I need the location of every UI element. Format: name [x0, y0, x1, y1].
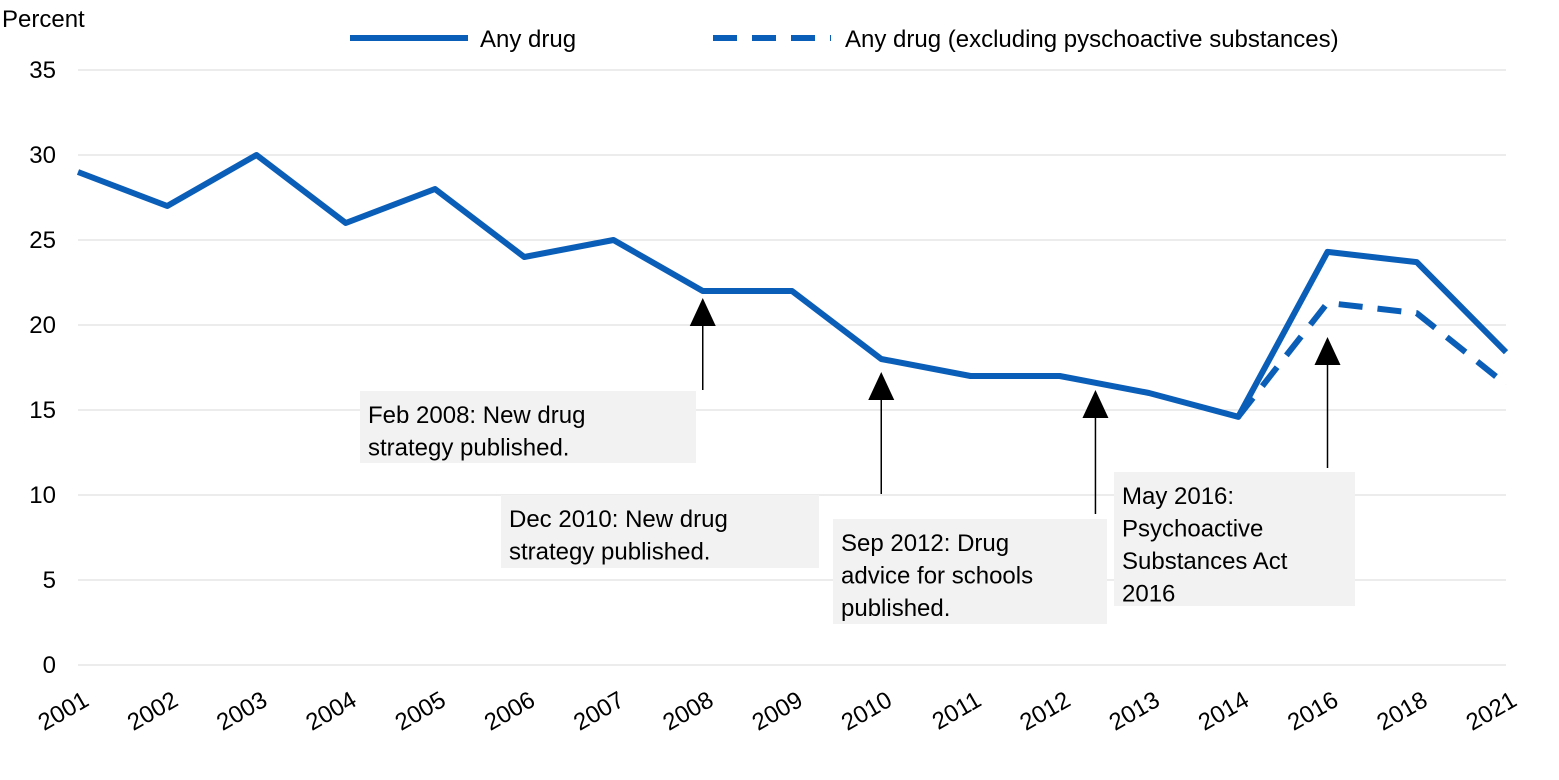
annotation-box — [833, 519, 1107, 624]
legend: Any drug Any drug (excluding pyschoactive… — [350, 26, 1339, 53]
annotation-text: 2016 — [1122, 581, 1175, 608]
annotation-arrowhead — [1082, 390, 1109, 418]
annotation-text: Feb 2008: New drug — [368, 402, 585, 429]
annotation-text: strategy published. — [509, 539, 710, 566]
annotation-text: Psychoactive — [1122, 516, 1263, 543]
series-lines — [76, 152, 1509, 420]
y-tick-label: 20 — [29, 312, 56, 339]
x-tick-label: 2004 — [301, 686, 361, 736]
x-tick-label: 2016 — [1283, 686, 1343, 736]
legend-label: Any drug (excluding pyschoactive substan… — [845, 26, 1339, 53]
x-tick-label: 2021 — [1462, 686, 1522, 736]
annotation-text: advice for schools — [841, 563, 1033, 590]
y-tick-label: 15 — [29, 397, 56, 424]
y-tick-label: 0 — [43, 652, 56, 679]
y-axis-ticks: 0 5 10 15 20 25 30 35 — [29, 57, 56, 679]
annotation: May 2016: Psychoactive Substances Act 2016 — [1114, 337, 1355, 608]
annotation-box — [501, 495, 819, 568]
x-tick-label: 2006 — [480, 686, 540, 736]
x-tick-label: 2010 — [837, 686, 897, 736]
x-tick-label: 2009 — [748, 686, 808, 736]
x-tick-label: 2003 — [212, 686, 272, 736]
y-tick-label: 25 — [29, 227, 56, 254]
y-tick-label: 5 — [43, 567, 56, 594]
x-tick-label: 2001 — [34, 686, 94, 736]
annotation-box — [1114, 472, 1355, 606]
x-axis-ticks: 2001 2002 2003 2004 2005 2006 2007 2008 2009 2010… — [34, 686, 1522, 736]
x-tick-label: 2013 — [1105, 686, 1165, 736]
y-tick-label: 10 — [29, 482, 56, 509]
annotation-text: Sep 2012: Drug — [841, 530, 1009, 557]
x-tick-label: 2018 — [1372, 686, 1432, 736]
x-tick-label: 2007 — [569, 686, 629, 736]
x-tick-label: 2002 — [123, 686, 183, 736]
annotation-arrowhead — [689, 298, 716, 326]
annotation-arrowhead — [1314, 337, 1341, 365]
x-tick-label: 2008 — [658, 686, 718, 736]
annotation-text: May 2016: — [1122, 483, 1234, 510]
series-line-any-drug — [76, 152, 1509, 420]
annotation-box — [360, 391, 696, 463]
annotation-text: Substances Act — [1122, 548, 1288, 575]
annotation-arrowhead — [868, 372, 895, 400]
annotation-text: strategy published. — [368, 435, 569, 462]
annotation: Feb 2008: New drug strategy published. — [360, 298, 716, 463]
y-tick-label: 35 — [29, 57, 56, 84]
series-line-excluding-psychoactive — [1235, 299, 1508, 419]
y-axis-title: Percent — [2, 6, 85, 33]
y-tick-label: 30 — [29, 142, 56, 169]
x-tick-label: 2014 — [1194, 686, 1254, 736]
x-tick-label: 2011 — [928, 686, 986, 735]
x-tick-label: 2012 — [1015, 686, 1075, 736]
legend-label: Any drug — [480, 26, 576, 53]
annotation-text: Dec 2010: New drug — [509, 506, 728, 533]
x-tick-label: 2005 — [391, 686, 451, 736]
annotation: Dec 2010: New drug strategy published. — [501, 372, 895, 568]
annotation-text: published. — [841, 595, 950, 622]
annotation: Sep 2012: Drug advice for schools publishe… — [833, 390, 1109, 624]
